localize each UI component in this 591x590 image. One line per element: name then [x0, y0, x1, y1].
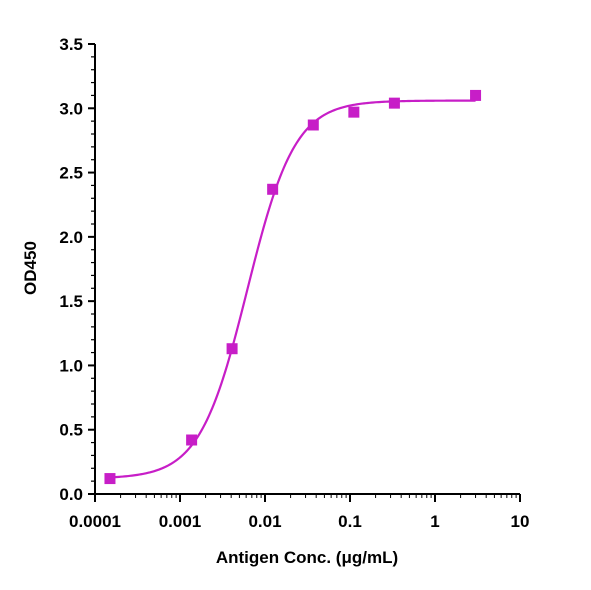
y-axis-title: OD450 [21, 241, 40, 295]
data-point [104, 473, 116, 485]
x-tick-label: 0.01 [248, 512, 281, 531]
data-points-layer [104, 89, 482, 485]
data-point [348, 106, 360, 118]
y-tick-label: 3.5 [59, 35, 83, 54]
y-tick-label: 0.5 [59, 421, 83, 440]
x-tick-label: 0.001 [159, 512, 202, 531]
y-tick-label: 3.0 [59, 99, 83, 118]
fit-curve-layer [109, 99, 476, 479]
fit-curve [109, 99, 476, 479]
y-tick-label: 1.5 [59, 292, 83, 311]
x-tick-label: 10 [511, 512, 530, 531]
x-tick-label: 1 [430, 512, 439, 531]
data-point [307, 119, 319, 131]
data-point [226, 343, 238, 355]
x-tick-label: 0.1 [338, 512, 362, 531]
y-tick-label: 2.5 [59, 164, 83, 183]
data-point [186, 434, 198, 446]
y-tick-label: 1.0 [59, 356, 83, 375]
x-axis-title: Antigen Conc. (μg/mL) [216, 548, 398, 567]
x-tick-label: 0.0001 [69, 512, 121, 531]
y-tick-label: 2.0 [59, 228, 83, 247]
data-point [267, 183, 279, 195]
data-point [470, 89, 482, 101]
data-point [388, 97, 400, 109]
axes: 0.0 0.5 1.0 1.5 2.0 2.5 3.0 3.5 0.0001 0.001 0.01 0… [59, 35, 529, 531]
y-tick-label: 0.0 [59, 485, 83, 504]
